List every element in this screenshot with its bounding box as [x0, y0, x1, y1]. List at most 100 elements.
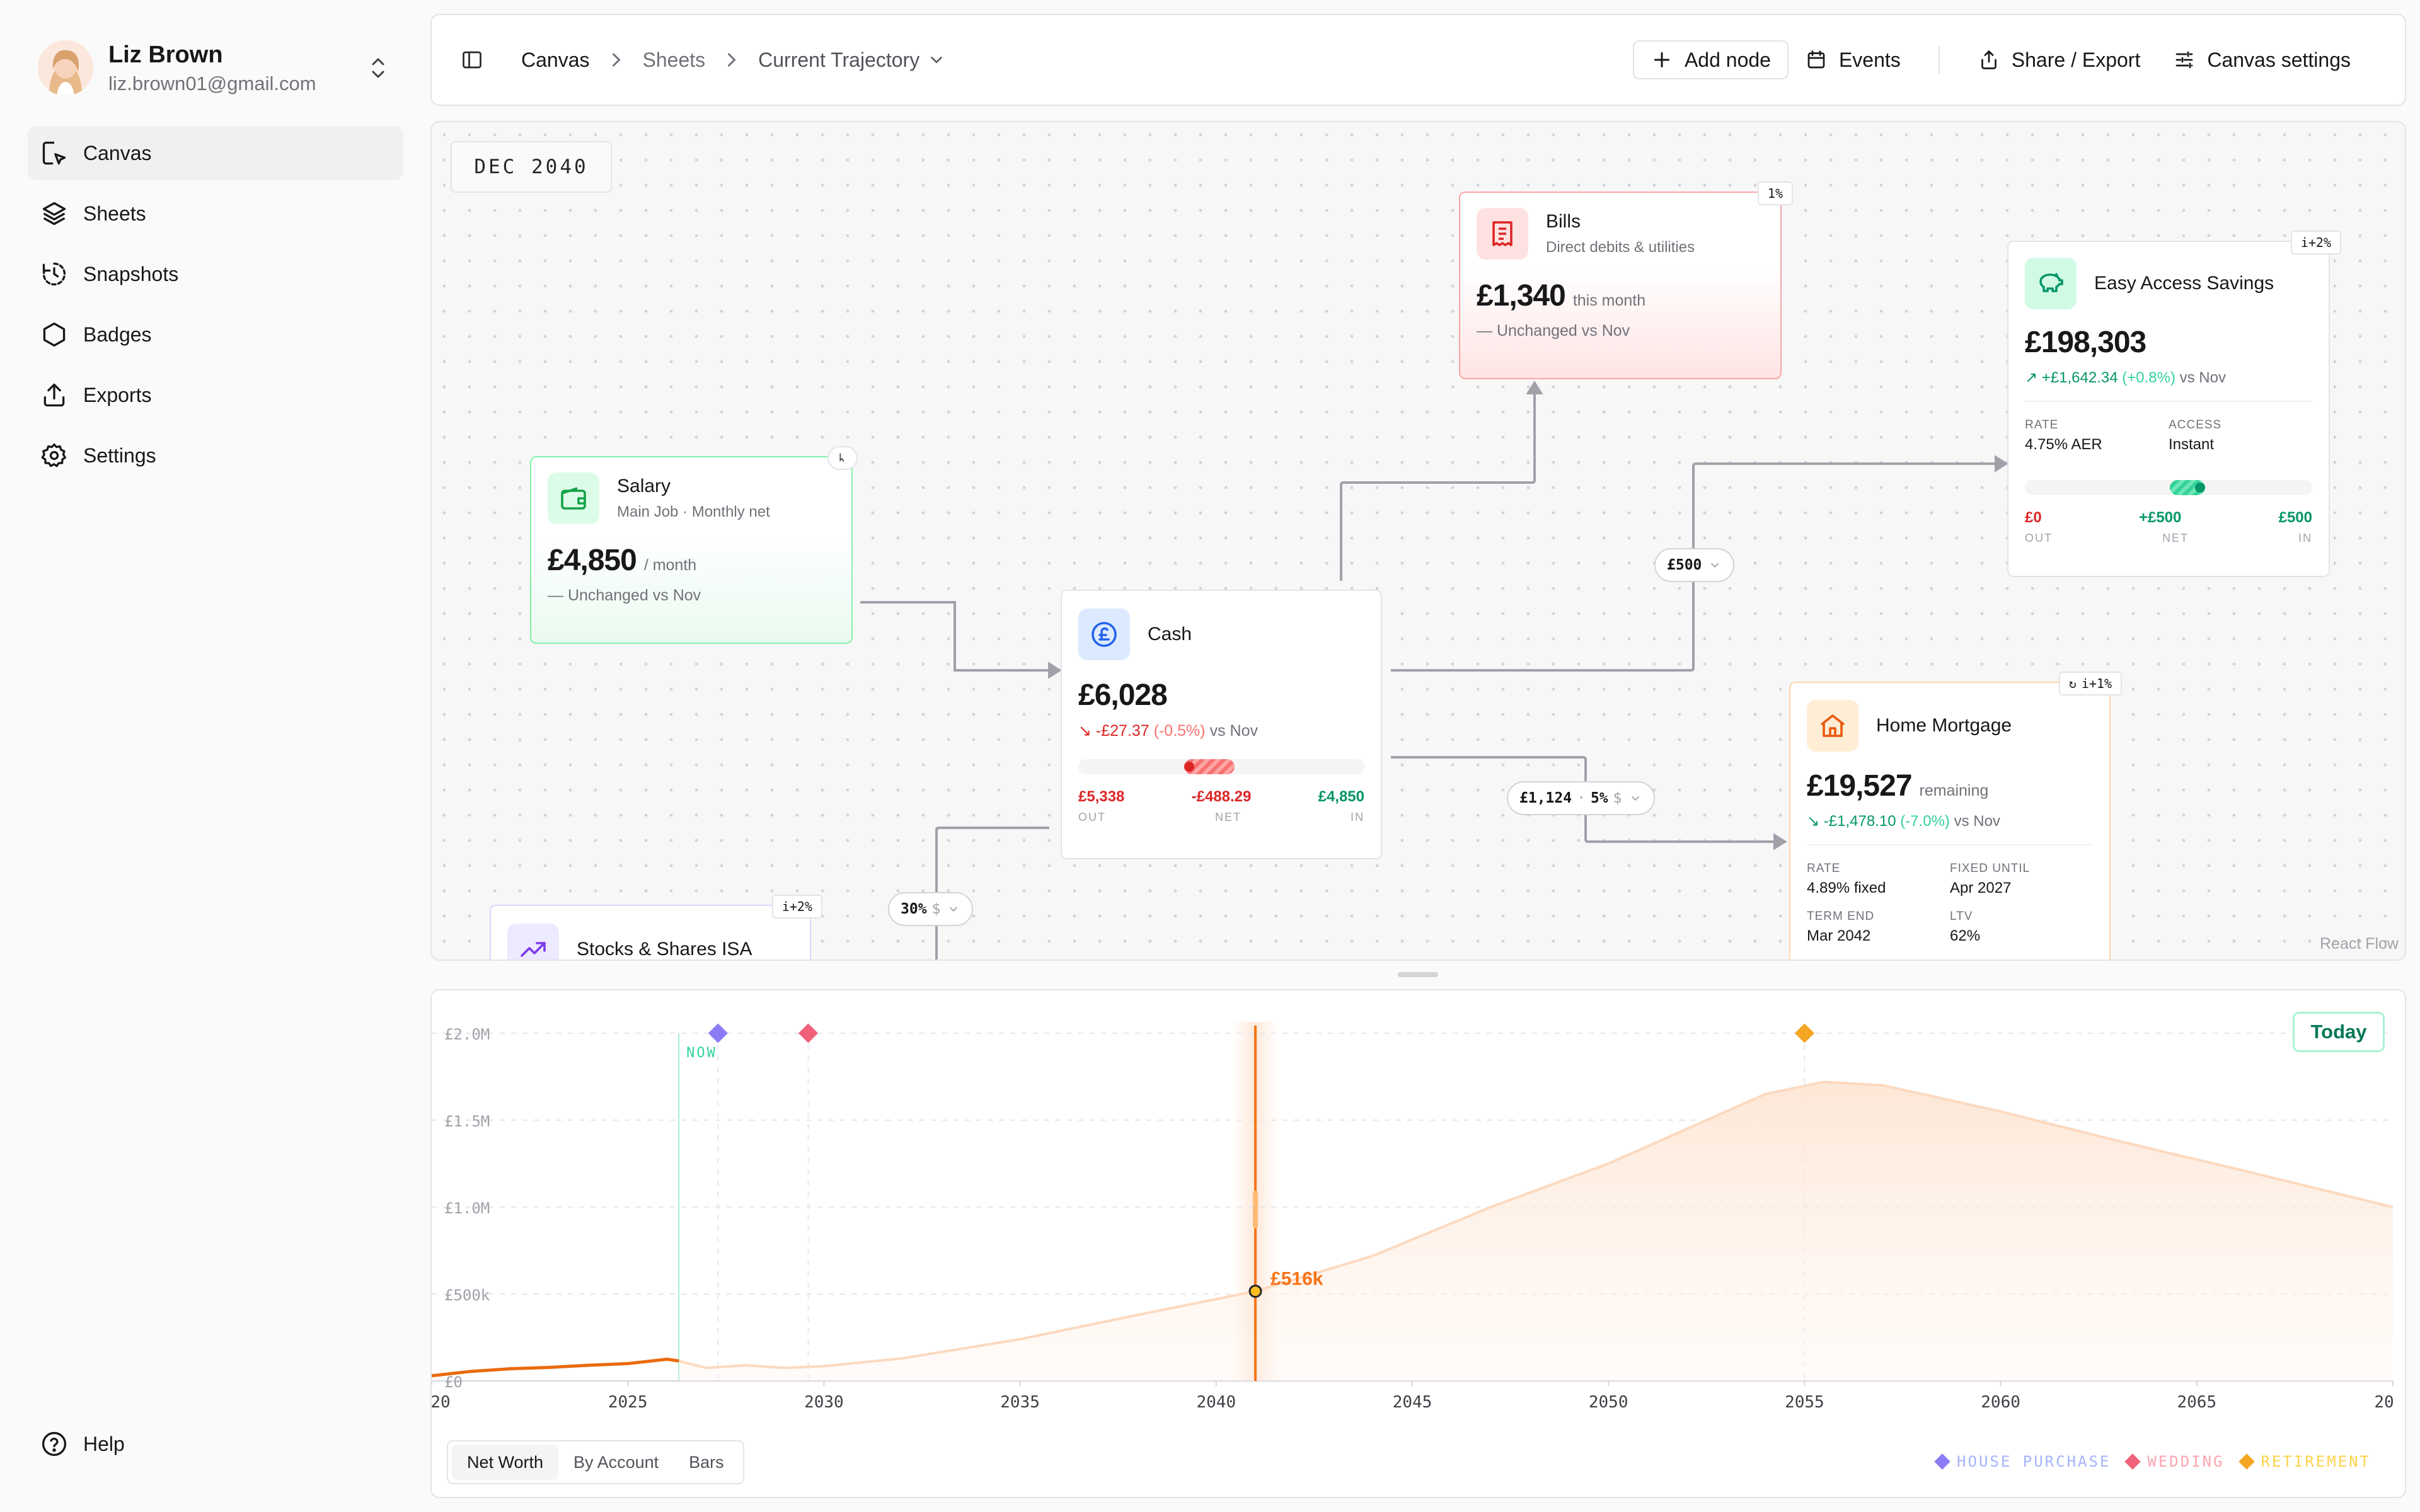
sidebar-item-badges[interactable]: Badges: [28, 307, 403, 362]
node-value: £4,850: [548, 544, 637, 577]
node-title: Bills: [1546, 211, 1581, 232]
legend-item: HOUSE PURCHASE: [1934, 1453, 2111, 1470]
sidebar: Liz Brown liz.brown01@gmail.com Canvas S…: [0, 0, 424, 1512]
sidebar-item-snapshots[interactable]: Snapshots: [28, 247, 403, 301]
x-tick-label: 2045: [1393, 1393, 1432, 1412]
chevron-right-icon: [728, 53, 736, 67]
cursor-point: [1248, 1285, 1262, 1298]
node-value: £198,303: [2025, 326, 2146, 359]
cursor-handle: [1253, 1191, 1259, 1228]
net-worth-chart[interactable]: £0 £500k £1.0M £1.5M £2.0M 20 2025 2030 2035 2040…: [432, 990, 2406, 1444]
sidebar-toggle-icon[interactable]: [461, 49, 483, 71]
add-node-button[interactable]: Add node: [1632, 40, 1789, 79]
resize-handle[interactable]: [1398, 972, 1438, 977]
x-tick-label: 20: [432, 1393, 451, 1412]
help-link[interactable]: Help: [40, 1430, 125, 1458]
flow-bar: [1078, 759, 1364, 774]
meta-value: 62%: [1950, 927, 1981, 944]
history-line: [432, 1358, 679, 1378]
meta-label: RATE: [1807, 862, 1841, 875]
sidebar-item-label: Sheets: [83, 202, 146, 225]
history-icon: [42, 262, 66, 286]
pound-coin-icon: [1078, 609, 1130, 660]
node-title: Home Mortgage: [1876, 715, 2012, 736]
flow-net-label: NET: [2162, 532, 2189, 544]
breadcrumb: Canvas Sheets Current Trajectory: [521, 49, 946, 72]
x-tick-label: 2025: [608, 1393, 648, 1412]
node-delta: — Unchanged vs Nov: [1477, 322, 1630, 340]
node-mortgage[interactable]: ↻ i+1% Home Mortgage £19,527 remaining ↘ -…: [1789, 672, 2122, 959]
canvas-settings-button[interactable]: Canvas settings: [2157, 40, 2367, 79]
share-icon: [1981, 50, 1997, 69]
events-label: Events: [1838, 48, 1901, 71]
user-switcher[interactable]: Liz Brown liz.brown01@gmail.com: [38, 38, 391, 98]
node-cash[interactable]: Cash £6,028 ↘ -£27.37 (-0.5%) vs Nov £5,…: [1061, 590, 1382, 859]
tab-net-worth[interactable]: Net Worth: [452, 1445, 559, 1480]
x-tick-label: 2055: [1785, 1393, 1824, 1412]
node-salary[interactable]: Salary Main Job · Monthly net £4,850 / mo…: [530, 446, 858, 644]
node-unit: remaining: [1919, 782, 1989, 799]
edge-salary-cash: [860, 601, 1049, 672]
sidebar-item-exports[interactable]: Exports: [28, 368, 403, 422]
node-subtitle: Direct debits & utilities: [1546, 239, 1695, 256]
user-name: Liz Brown: [108, 41, 223, 68]
legend-item: RETIREMENT: [2238, 1453, 2371, 1470]
sidebar-item-settings[interactable]: Settings: [28, 428, 403, 483]
chevron-down-icon[interactable]: [927, 50, 946, 69]
help-label: Help: [83, 1432, 125, 1455]
node-delta: ↘ -£1,478.10 (-7.0%) vs Nov: [1807, 813, 2000, 830]
node-title: Stocks & Shares ISA: [577, 939, 752, 959]
flow-canvas[interactable]: DEC 2040 Salary Main Job · Monthly net £…: [430, 121, 2406, 961]
breadcrumb-canvas[interactable]: Canvas: [521, 48, 590, 71]
edge-label-isa[interactable]: 30% $: [888, 892, 974, 926]
node-bills[interactable]: 1% Bills Direct debits & utilities £1,34…: [1459, 181, 1793, 379]
arrow-head: [1526, 381, 1543, 394]
event-marker: [798, 1023, 819, 1043]
sidebar-item-canvas[interactable]: Canvas: [28, 126, 403, 180]
arrow-head: [1773, 833, 1787, 850]
node-delta: ↗ +£1,642.34 (+0.8%) vs Nov: [2025, 369, 2226, 386]
node-tag: i+2%: [771, 895, 822, 919]
meta-label: RATE: [2025, 418, 2059, 432]
flow-net-label: NET: [1215, 811, 1242, 823]
chevron-up-down-icon: [372, 58, 384, 78]
tab-by-account[interactable]: By Account: [573, 1452, 659, 1472]
tab-bars[interactable]: Bars: [689, 1452, 724, 1472]
x-tick-label: 2050: [1589, 1393, 1628, 1412]
x-tick-label: 2040: [1196, 1393, 1236, 1412]
sidebar-item-label: Canvas: [83, 141, 152, 164]
node-value: £6,028: [1078, 679, 1168, 712]
y-tick-label: £1.5M: [444, 1113, 490, 1130]
edge-label-mortgage[interactable]: £1,124 · 5% $: [1507, 781, 1655, 815]
node-title: Salary: [617, 476, 671, 496]
cursor-value-label: £516k: [1270, 1269, 1323, 1290]
node-unit: / month: [643, 556, 697, 574]
today-button[interactable]: Today: [2293, 1012, 2385, 1052]
sheet-selector[interactable]: Current Trajectory: [758, 48, 920, 71]
piggy-bank-icon: [2025, 258, 2077, 309]
x-tick-label: 2035: [1000, 1393, 1040, 1412]
y-tick-label: £1.0M: [444, 1200, 490, 1217]
meta-value: Mar 2042: [1807, 927, 1871, 944]
event-marker: [708, 1023, 728, 1043]
share-export-button[interactable]: Share / Export: [1961, 40, 2157, 79]
node-menu-icon[interactable]: [827, 446, 858, 470]
upload-icon: [43, 383, 65, 407]
user-email: liz.brown01@gmail.com: [108, 72, 316, 94]
calendar-icon: [1807, 50, 1825, 69]
net-worth-chart-panel: £0 £500k £1.0M £1.5M £2.0M 20 2025 2030 2035 2040…: [430, 989, 2406, 1498]
meta-value: Apr 2027: [1950, 879, 2012, 896]
diamond-icon: [2238, 1453, 2255, 1470]
node-isa[interactable]: i+2% Stocks & Shares ISA: [490, 895, 822, 959]
events-button[interactable]: Events: [1789, 40, 1917, 79]
chart-view-tabs: Net Worth By Account Bars: [447, 1440, 744, 1484]
node-unit: this month: [1572, 292, 1646, 309]
sidebar-item-sheets[interactable]: Sheets: [28, 186, 403, 241]
edge-label-savings[interactable]: £500: [1654, 548, 1735, 582]
node-value: £1,340: [1477, 279, 1566, 312]
node-savings[interactable]: i+2% Easy Access Savings £198,303 ↗ +£1,…: [2007, 231, 2341, 577]
breadcrumb-sheets[interactable]: Sheets: [642, 48, 706, 71]
flow-out: £5,338: [1078, 788, 1125, 805]
top-bar: Canvas Sheets Current Trajectory Add nod…: [430, 14, 2406, 106]
chevron-right-icon: [612, 53, 621, 67]
